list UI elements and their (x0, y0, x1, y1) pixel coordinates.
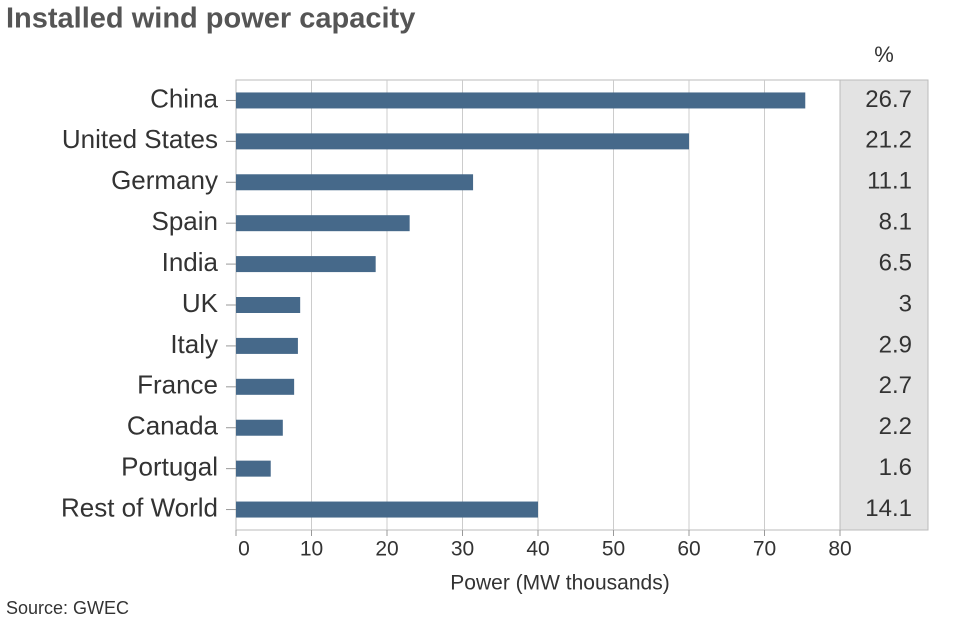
share-value: 26.7 (865, 86, 912, 113)
chart-title: Installed wind power capacity (6, 3, 415, 35)
bar (236, 501, 538, 518)
share-value: 2.2 (879, 413, 912, 440)
share-value: 8.1 (879, 209, 912, 236)
bar (236, 174, 474, 191)
x-tick-label: 30 (451, 538, 474, 561)
x-tick-label: 50 (602, 538, 625, 561)
x-axis-label: Power (MW thousands) (450, 572, 669, 595)
share-value: 2.7 (879, 372, 912, 399)
bar (236, 215, 410, 232)
y-tick-label: Portugal (121, 452, 218, 482)
share-header: % (874, 42, 894, 67)
y-tick-label: Spain (152, 206, 219, 236)
bar (236, 460, 271, 477)
source: Source: GWEC (6, 598, 129, 618)
y-tick-label: Canada (127, 411, 219, 441)
share-value: 1.6 (879, 454, 912, 481)
x-tick-label: 10 (300, 538, 323, 561)
share-value: 2.9 (879, 331, 912, 358)
share-panel (839, 79, 929, 531)
y-tick-label: UK (182, 288, 219, 318)
y-tick-label: France (137, 370, 218, 400)
bar (236, 419, 283, 436)
x-tick-label: 40 (526, 538, 549, 561)
bar (236, 256, 376, 273)
x-tick-label: 20 (375, 538, 398, 561)
bar (236, 133, 689, 150)
y-tick-label: Germany (111, 165, 218, 195)
share-value: 11.1 (867, 168, 912, 195)
x-tick-label: 80 (828, 538, 851, 561)
share-value: 3 (899, 290, 912, 317)
share-value: 6.5 (879, 249, 912, 276)
y-tick-label: India (162, 247, 219, 277)
y-tick-label: China (150, 83, 218, 113)
bar (236, 297, 301, 313)
y-tick-label: United States (62, 124, 218, 154)
x-tick-label: 0 (238, 538, 250, 561)
bar (236, 378, 295, 395)
bar (236, 337, 298, 354)
share-value: 14.1 (865, 495, 912, 522)
y-tick-label: Rest of World (61, 492, 218, 522)
share-value: 21.2 (865, 127, 912, 154)
x-tick-label: 60 (677, 538, 700, 561)
y-tick-label: Italy (170, 329, 218, 359)
bar (236, 92, 806, 109)
x-tick-label: 70 (753, 538, 776, 561)
